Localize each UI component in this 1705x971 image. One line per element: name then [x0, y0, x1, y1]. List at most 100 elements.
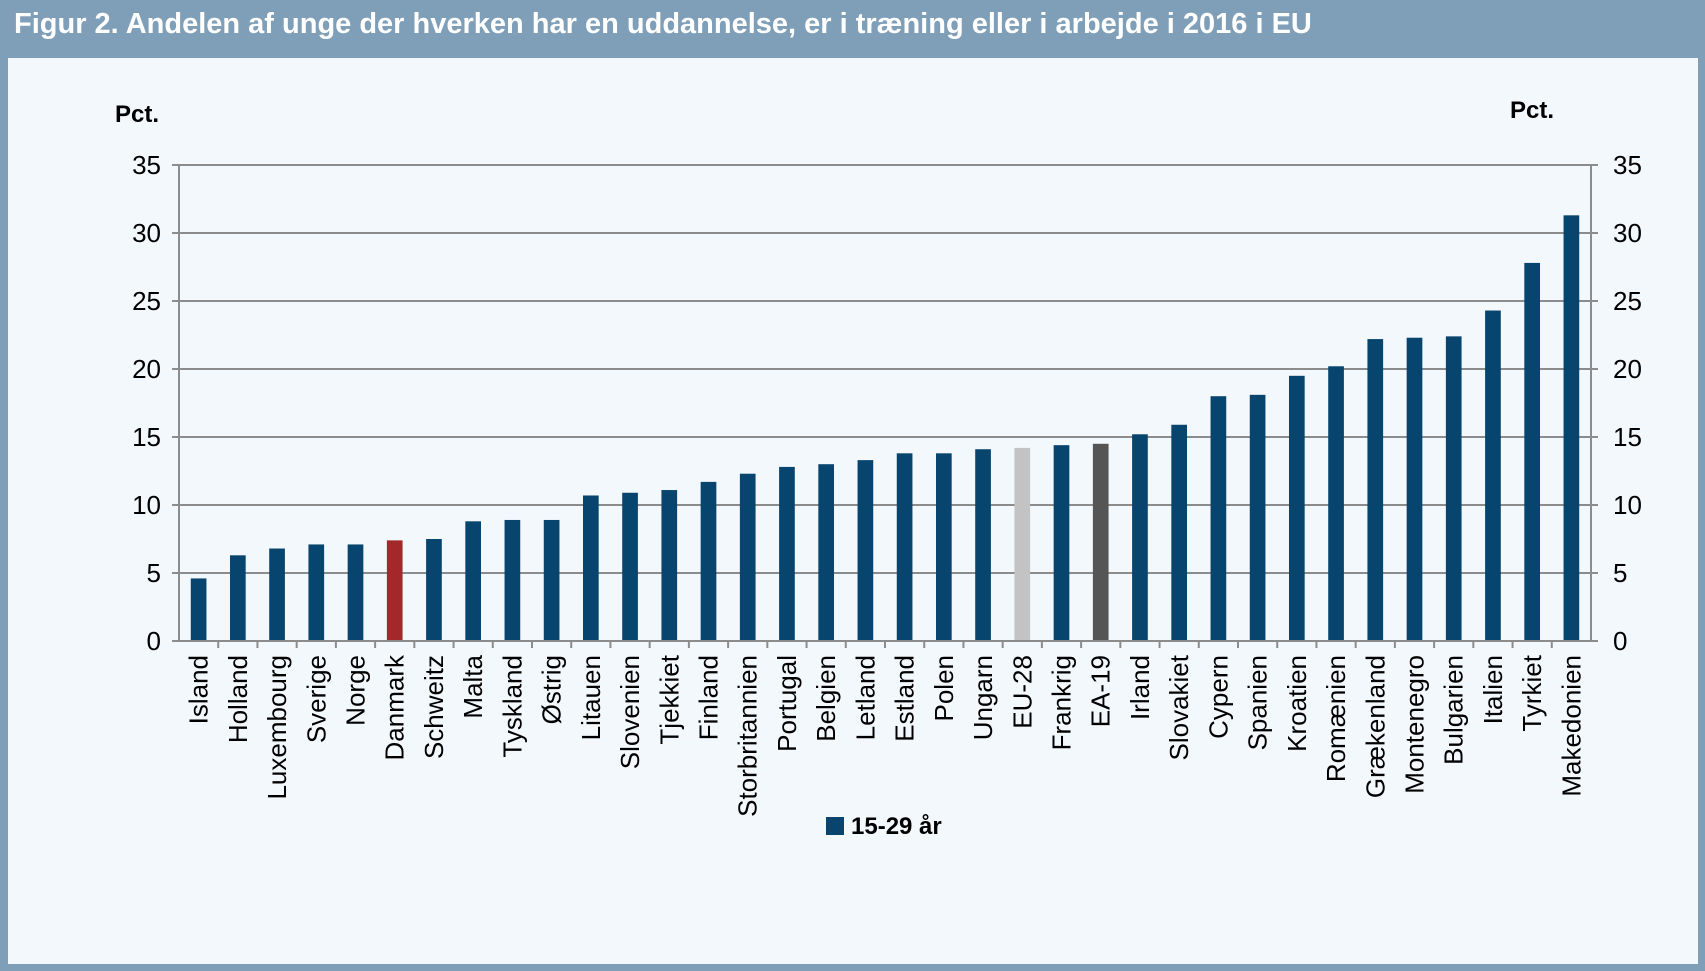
bar-ungarn	[975, 449, 991, 641]
y-tick-label-left: 0	[147, 626, 161, 656]
bar-eu-28	[1014, 447, 1031, 641]
bar-ea-19	[1092, 443, 1109, 641]
x-tick-label: Cypern	[1203, 655, 1233, 739]
legend-label: 15-29 år	[851, 813, 942, 840]
y-tick-label-left: 5	[147, 558, 161, 588]
x-tick-label: Slovenien	[615, 655, 645, 769]
title-bar: Figur 2. Andelen af unge der hverken har…	[0, 0, 1705, 58]
bar-tjekkiet	[661, 490, 678, 641]
bar-finland	[700, 481, 717, 641]
y-tick-labels: 0 0 5 5 10 10 15 15 20 20 25 25 30 30 35 35	[132, 150, 1642, 656]
x-tick-label: Estland	[890, 655, 920, 742]
legend-swatch	[826, 817, 844, 835]
gridlines	[179, 164, 1591, 574]
x-tick-label: Finland	[694, 655, 724, 740]
bar-bulgarien	[1445, 336, 1462, 641]
x-tick-label: Tyskland	[497, 655, 527, 758]
x-tick-label: Ungarn	[968, 655, 998, 740]
x-tick-label: Østrig	[537, 655, 567, 724]
chart-panel: 0 0 5 5 10 10 15 15 20 20 25 25 30 30 35 35 Island Holla…	[8, 58, 1698, 964]
bar-holland	[229, 555, 246, 641]
bar-tyskland	[504, 519, 521, 641]
y-tick-label-right: 30	[1613, 218, 1642, 248]
figure-title: Figur 2. Andelen af unge der hverken har…	[14, 8, 1312, 40]
bar-portugal	[779, 466, 795, 641]
bar-letland	[857, 460, 874, 641]
x-tick-label: Grækenland	[1360, 655, 1390, 798]
x-tick-label: Tyrkiet	[1517, 654, 1547, 731]
x-tick-label: Sverige	[301, 655, 331, 743]
y-tick-label-right: 25	[1613, 286, 1642, 316]
bar-norge	[347, 544, 364, 641]
y-tick-label-left: 25	[132, 286, 161, 316]
bar-slovakiet	[1171, 424, 1188, 641]
bar-kroatien	[1288, 375, 1305, 641]
bar-malta	[465, 521, 482, 641]
bar-grækenland	[1367, 339, 1384, 641]
bar-island	[190, 578, 207, 641]
y-axis-label-left: Pct.	[115, 101, 159, 128]
bar-slovenien	[622, 492, 638, 641]
bar-frankrig	[1053, 445, 1070, 641]
y-tick-label-right: 0	[1613, 626, 1627, 656]
x-tick-label: EA-19	[1086, 655, 1116, 727]
bar-cypern	[1210, 396, 1227, 641]
x-tick-label: Holland	[223, 655, 253, 743]
y-tick-label-right: 10	[1613, 490, 1642, 520]
x-tick-label: Spanien	[1243, 655, 1273, 750]
x-tick-label: Schweitz	[419, 655, 449, 759]
x-tick-label: Irland	[1125, 655, 1155, 720]
bar-romænien	[1328, 366, 1344, 641]
bar-montenegro	[1406, 337, 1423, 641]
y-tick-label-left: 15	[132, 422, 161, 452]
bar-østrig	[543, 519, 560, 641]
bars	[190, 215, 1580, 641]
x-tick-label: Storbritannien	[733, 655, 763, 817]
y-tick-label-left: 20	[132, 354, 161, 384]
y-tick-label-left: 30	[132, 218, 161, 248]
bar-storbritannien	[739, 473, 756, 641]
x-tick-label: Tjekkiet	[654, 654, 684, 744]
x-tick-label: Romænien	[1321, 655, 1351, 782]
x-tick-labels: Island Holland Luxembourg Sverige Norge Danma…	[184, 654, 1587, 817]
y-tick-label-right: 35	[1613, 150, 1642, 180]
x-tick-label: Malta	[458, 654, 488, 718]
x-tick-label: Frankrig	[1047, 655, 1077, 750]
y-axis-label-right: Pct.	[1510, 97, 1554, 124]
bar-spanien	[1249, 394, 1266, 641]
x-tick-label: Litauen	[576, 655, 606, 740]
x-tick-label: Danmark	[380, 654, 410, 760]
bar-chart: 0 0 5 5 10 10 15 15 20 20 25 25 30 30 35 35 Island Holla…	[115, 97, 1642, 840]
y-tick-label-left: 10	[132, 490, 161, 520]
bar-tyrkiet	[1524, 262, 1541, 641]
axes	[172, 164, 1598, 648]
x-tick-label: EU-28	[1007, 655, 1037, 729]
x-tick-label: Makedonien	[1556, 655, 1586, 797]
bar-litauen	[582, 495, 599, 641]
x-tick-label: Portugal	[772, 655, 802, 752]
bar-sverige	[308, 544, 325, 641]
x-tick-label: Belgien	[811, 655, 841, 742]
y-tick-label-right: 5	[1613, 558, 1627, 588]
y-tick-label-right: 20	[1613, 354, 1642, 384]
x-tick-label: Montenegro	[1400, 655, 1430, 794]
x-tick-label: Italien	[1478, 655, 1508, 724]
legend: 15-29 år	[826, 813, 942, 840]
bar-italien	[1485, 310, 1501, 641]
bar-schweitz	[426, 539, 442, 641]
x-tick-label: Polen	[929, 655, 959, 722]
bar-luxembourg	[269, 548, 285, 641]
x-tick-label: Luxembourg	[262, 655, 292, 800]
bar-irland	[1132, 434, 1148, 641]
bar-belgien	[818, 464, 835, 641]
bar-polen	[935, 453, 952, 641]
x-tick-label: Slovakiet	[1164, 654, 1194, 760]
x-tick-label: Bulgarien	[1439, 655, 1469, 765]
bar-makedonien	[1563, 215, 1580, 641]
y-tick-label-left: 35	[132, 150, 161, 180]
bar-danmark	[386, 540, 403, 641]
bar-estland	[896, 453, 913, 641]
y-tick-label-right: 15	[1613, 422, 1642, 452]
x-tick-label: Island	[184, 655, 214, 724]
